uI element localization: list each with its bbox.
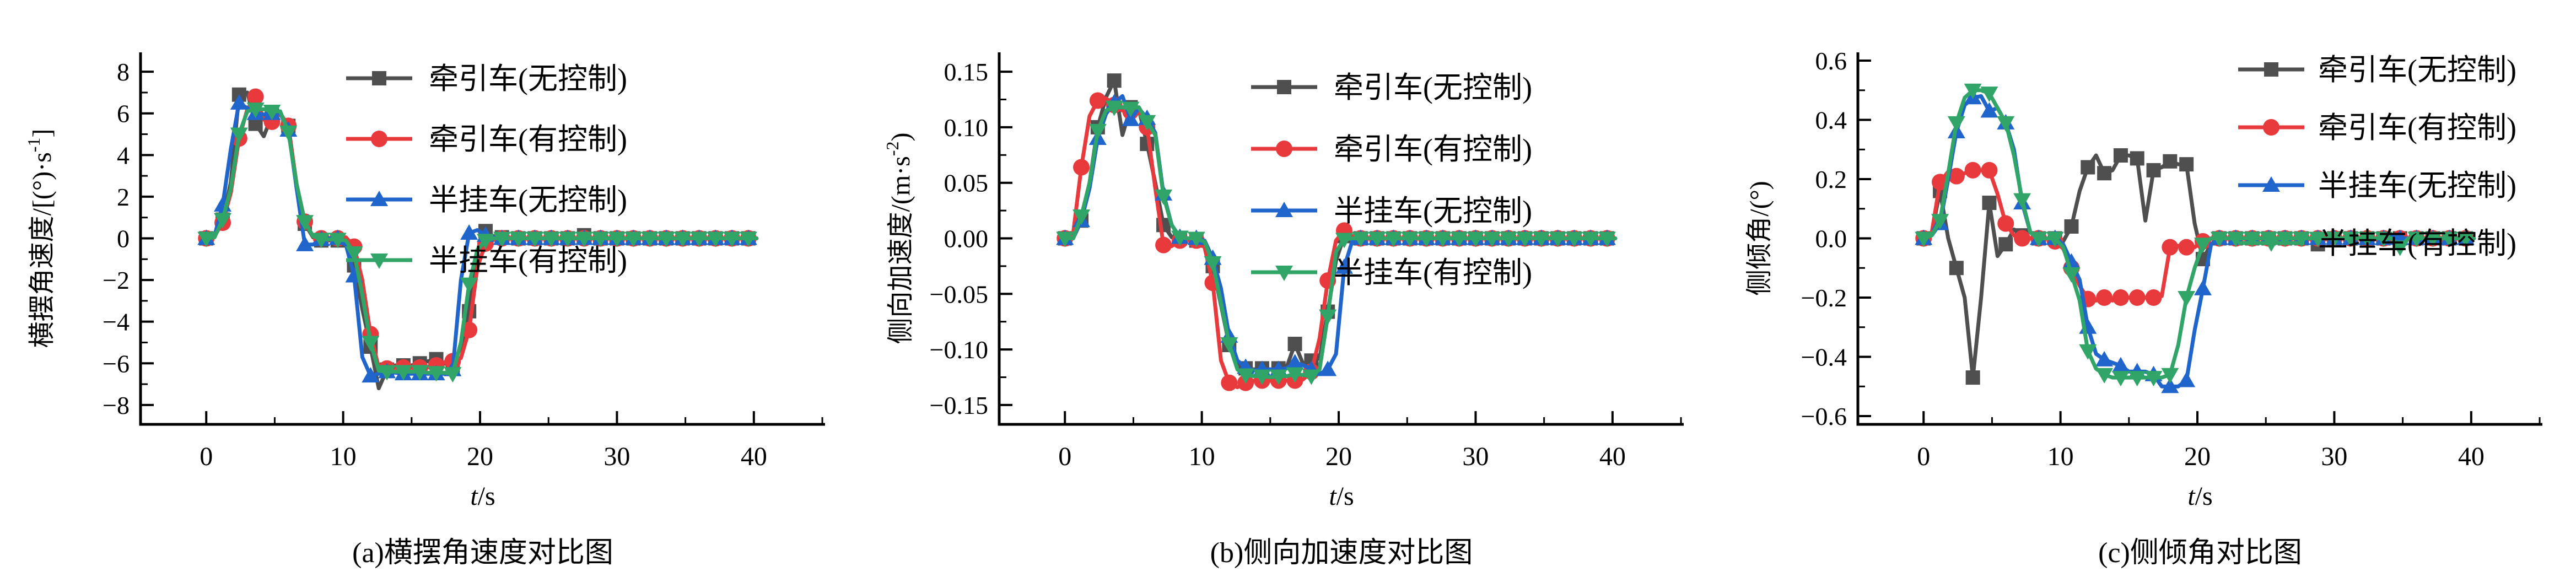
- y-axis-label: 横摆角速度/[(°)·s-1]: [24, 129, 57, 348]
- series-trailer-with-control-b: [1056, 100, 1618, 385]
- y-tick-label: 2: [117, 183, 130, 211]
- caption-b: (b)侧向加速度对比图: [1210, 537, 1473, 569]
- legend-label: 牵引车(无控制): [1334, 71, 1532, 104]
- y-tick-label: −0.10: [930, 336, 988, 364]
- y-tick-label: −2: [103, 266, 130, 294]
- x-tick-label: 20: [2184, 442, 2211, 471]
- x-tick-label: 10: [1189, 442, 1215, 471]
- legend-item: 半挂车(有控制): [2238, 227, 2516, 260]
- panel-chart-b: 0 10 20 30 40 0.15 0.10 0.05 0.00 −0.05 −0.10 −0.15…: [859, 0, 1717, 577]
- plot-a: 0 10 20 30 4086420−2−4−6−8横摆角速度/[(°)·s-1]t/s…: [24, 52, 825, 511]
- x-axis-label: t/s: [470, 482, 495, 511]
- plot-c: 0 10 20 30 40 0.6 0.4 0.2 0.0 −0.2 −0.4 −0.6 侧倾角/(°)…: [1745, 47, 2542, 511]
- legend-item: 牵引车(有控制): [346, 123, 627, 156]
- y-tick-label: 0.05: [944, 169, 989, 197]
- y-tick-label: 6: [117, 100, 130, 128]
- x-tick-label: 40: [1599, 442, 1626, 471]
- x-tick-label: 0: [1058, 442, 1071, 471]
- legend-label: 牵引车(有控制): [2318, 111, 2516, 144]
- y-tick-label: −4: [103, 308, 130, 336]
- x-tick-label: 30: [1462, 442, 1489, 471]
- y-tick-label: −6: [103, 349, 130, 378]
- x-tick-label: 40: [2458, 442, 2485, 471]
- x-tick-label: 10: [2047, 442, 2074, 471]
- axes-b: 0 10 20 30 40 0.15 0.10 0.05 0.00 −0.05 −0.10 −0.15: [930, 52, 1684, 471]
- y-tick-label: 0.10: [944, 114, 989, 142]
- y-tick-label: −0.2: [1801, 284, 1847, 312]
- x-tick-label: 0: [200, 442, 213, 471]
- y-tick-label: 8: [117, 58, 130, 86]
- caption-a: (a)横摆角速度对比图: [352, 537, 613, 569]
- legend-label: 牵引车(有控制): [1334, 133, 1532, 166]
- y-axis-label: 侧倾角/(°): [1745, 181, 1774, 296]
- x-tick-label: 10: [330, 442, 357, 471]
- legend-item: 半挂车(有控制): [1251, 256, 1532, 289]
- y-tick-label: −0.6: [1801, 402, 1847, 430]
- caption-c: (c)侧倾角对比图: [2098, 537, 2302, 569]
- plot-b: 0 10 20 30 40 0.15 0.10 0.05 0.00 −0.05 −0.10 −0.15…: [882, 52, 1684, 511]
- series-trailer-with-control-c: [1915, 83, 2476, 387]
- x-tick-label: 0: [1917, 442, 1930, 471]
- x-axis-label: t/s: [1329, 482, 1354, 511]
- legend-item: 牵引车(有控制): [1251, 133, 1532, 166]
- panel-chart-c: 0 10 20 30 40 0.6 0.4 0.2 0.0 −0.2 −0.4 −0.6 侧倾角/(°)…: [1717, 0, 2576, 577]
- y-tick-label: −0.05: [930, 280, 988, 308]
- legend-item: 半挂车(无控制): [1251, 195, 1532, 228]
- series-trailer-with-control-a: [197, 103, 759, 383]
- y-tick-label: 0.4: [1815, 106, 1847, 134]
- y-tick-label: 0.15: [944, 58, 989, 86]
- y-tick-label: −0.15: [930, 391, 988, 419]
- y-tick-label: −0.4: [1801, 343, 1847, 371]
- y-tick-label: 0: [117, 225, 130, 253]
- legend-item: 半挂车(有控制): [346, 244, 627, 277]
- legend-a: 牵引车(无控制) 牵引车(有控制) 半挂车(无控制) 半挂车(有控制): [346, 62, 627, 277]
- legend-item: 牵引车(无控制): [1251, 71, 1532, 104]
- legend-label: 牵引车(无控制): [2318, 53, 2516, 87]
- y-tick-label: 0.00: [944, 225, 989, 253]
- y-tick-label: 0.6: [1815, 47, 1847, 75]
- legend-label: 半挂车(有控制): [1334, 256, 1532, 289]
- x-tick-label: 20: [467, 442, 493, 471]
- legend-item: 牵引车(无控制): [2238, 53, 2516, 87]
- legend-label: 半挂车(无控制): [429, 184, 627, 217]
- legend-item: 半挂车(无控制): [346, 184, 627, 217]
- panel-chart-a: 0 10 20 30 40 8 6 4 2 0 −2 −4 −6 −8 横摆角速度/[(°)·s-1] t/s…: [0, 0, 859, 577]
- legend-item: 牵引车(无控制): [346, 62, 627, 95]
- legend-b: 牵引车(无控制) 牵引车(有控制) 半挂车(无控制) 半挂车(有控制): [1251, 71, 1532, 289]
- x-tick-label: 40: [741, 442, 767, 471]
- legend-item: 牵引车(有控制): [2238, 111, 2516, 144]
- y-tick-label: 0.2: [1815, 165, 1847, 193]
- legend-label: 半挂车(有控制): [2318, 227, 2516, 260]
- x-tick-label: 20: [1325, 442, 1352, 471]
- y-axis-label: 侧向加速度/(m·s-2): [882, 133, 915, 344]
- y-tick-label: −8: [103, 391, 130, 419]
- legend-label: 半挂车(有控制): [429, 244, 627, 277]
- x-tick-label: 30: [2321, 442, 2347, 471]
- legend-label: 牵引车(有控制): [429, 123, 627, 156]
- legend-label: 半挂车(无控制): [1334, 195, 1532, 228]
- x-axis-label: t/s: [2187, 482, 2212, 511]
- axes-c: 0 10 20 30 40 0.6 0.4 0.2 0.0 −0.2 −0.4 −0.6: [1801, 47, 2542, 471]
- x-tick-label: 30: [603, 442, 630, 471]
- legend-item: 半挂车(无控制): [2238, 169, 2516, 202]
- legend-label: 牵引车(无控制): [429, 62, 627, 95]
- y-tick-label: 0.0: [1815, 225, 1847, 253]
- y-tick-label: 4: [117, 141, 130, 169]
- legend-label: 半挂车(无控制): [2318, 169, 2516, 202]
- legend-c: 牵引车(无控制) 牵引车(有控制) 半挂车(无控制) 半挂车(有控制): [2238, 53, 2516, 260]
